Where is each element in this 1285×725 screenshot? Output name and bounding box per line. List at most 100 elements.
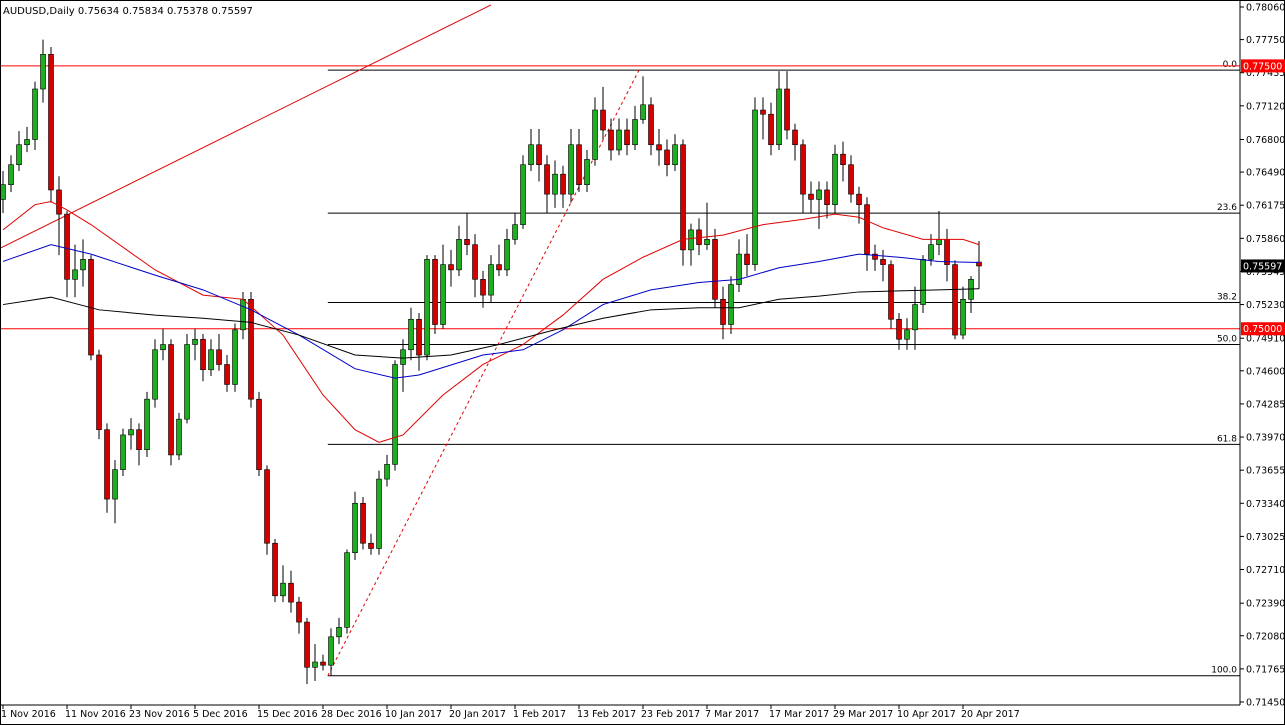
candle-body <box>104 429 110 500</box>
candle-body <box>616 129 622 151</box>
header: AUDUSD,Daily 0.75634 0.75834 0.75378 0.7… <box>3 6 253 17</box>
candle-body <box>16 144 22 166</box>
fib-label: 61.8 <box>1217 434 1237 444</box>
candle-body <box>632 119 638 146</box>
candle-body <box>912 304 918 331</box>
candle-body <box>544 164 550 195</box>
y-tick-label: 0.74600 <box>1246 366 1285 377</box>
candle-body <box>320 661 326 666</box>
candle-body <box>136 429 142 450</box>
candle-body <box>32 88 38 140</box>
candle-body <box>440 264 446 325</box>
header-low: 0.75378 <box>167 6 208 17</box>
y-tick-label: 0.73970 <box>1246 433 1285 444</box>
candle-body <box>496 264 502 271</box>
candle-body <box>384 464 390 480</box>
candle-body <box>856 193 862 205</box>
candle-body <box>376 478 382 549</box>
candle-body <box>736 253 742 285</box>
candle-body <box>144 398 150 450</box>
candle-body <box>776 88 782 146</box>
candle-body <box>584 159 590 185</box>
candle-body <box>656 144 662 151</box>
fib-label: 50.0 <box>1217 335 1237 345</box>
x-tick-label: 20 Jan 2017 <box>449 709 506 720</box>
candle-body <box>512 224 518 240</box>
x-tick-label: 17 Mar 2017 <box>769 709 829 720</box>
candle-body <box>80 259 86 271</box>
candle-body <box>352 502 358 553</box>
candle-body <box>192 338 198 345</box>
candle-body <box>896 318 902 340</box>
last-price-tag <box>1241 259 1285 273</box>
candle-body <box>360 502 366 544</box>
y-tick-label: 0.77120 <box>1246 101 1285 112</box>
x-tick-label: 23 Feb 2017 <box>641 709 700 720</box>
candle-body <box>280 582 286 597</box>
moving-average <box>2 200 980 443</box>
candle-body <box>392 364 398 465</box>
candle-body <box>648 104 654 146</box>
price-tag <box>1241 59 1285 73</box>
candle-body <box>152 349 158 400</box>
candle-body <box>256 398 262 470</box>
candle-body <box>24 139 30 146</box>
candle-body <box>448 264 454 271</box>
y-tick-label: 0.72710 <box>1246 565 1285 576</box>
candle-body <box>248 298 254 400</box>
header-close: 0.75597 <box>212 6 253 17</box>
candle-body <box>560 173 566 195</box>
trendline <box>0 4 492 249</box>
candle-body <box>368 542 374 549</box>
candle-body <box>424 259 430 356</box>
x-tick-label: 5 Dec 2016 <box>193 709 248 720</box>
candle-body <box>664 149 670 166</box>
candle-body <box>720 298 726 325</box>
fib-label: 0.0 <box>1223 60 1238 70</box>
candle-body <box>712 239 718 300</box>
candle-body <box>728 284 734 325</box>
candle-body <box>288 582 294 603</box>
x-tick-label: 10 Apr 2017 <box>897 709 956 720</box>
candle-body <box>504 239 510 271</box>
candle-body <box>400 349 406 365</box>
candle-body <box>920 259 926 305</box>
candle-body <box>840 153 846 166</box>
candle-body <box>488 264 494 296</box>
candle-body <box>744 253 750 265</box>
candle-body <box>456 239 462 271</box>
candle-body <box>312 661 318 668</box>
y-tick-label: 0.77435 <box>1246 68 1285 79</box>
candle-body <box>96 354 102 430</box>
candle-body <box>600 109 606 131</box>
y-tick-label: 0.75860 <box>1246 234 1285 245</box>
candle-body <box>944 239 950 265</box>
candle-body <box>888 264 894 320</box>
y-tick-label: 0.75230 <box>1246 300 1285 311</box>
y-tick-label: 0.71765 <box>1246 664 1285 675</box>
candle-body <box>592 109 598 160</box>
candle-body <box>208 349 214 371</box>
candle-body <box>304 621 310 668</box>
candle-body <box>48 54 54 191</box>
y-tick-label: 0.72390 <box>1246 599 1285 610</box>
candle-body <box>824 189 830 205</box>
x-tick-label: 10 Jan 2017 <box>385 709 442 720</box>
x-tick-label: 13 Feb 2017 <box>577 709 636 720</box>
candle-body <box>472 244 478 280</box>
candle-body <box>8 164 14 185</box>
candle-body <box>56 189 62 215</box>
candle-body <box>800 144 806 195</box>
candle-body <box>536 144 542 166</box>
moving-average <box>2 288 980 359</box>
y-tick-label: 0.76490 <box>1246 168 1285 179</box>
x-tick-label: 1 Feb 2017 <box>513 709 566 720</box>
y-tick-label: 0.76800 <box>1246 135 1285 146</box>
candle-body <box>480 279 486 296</box>
candle-body <box>928 244 934 260</box>
candle-body <box>688 229 694 251</box>
header-open: 0.75634 <box>78 6 119 17</box>
y-tick-label: 0.73655 <box>1246 466 1285 477</box>
price-tag <box>1241 322 1285 336</box>
